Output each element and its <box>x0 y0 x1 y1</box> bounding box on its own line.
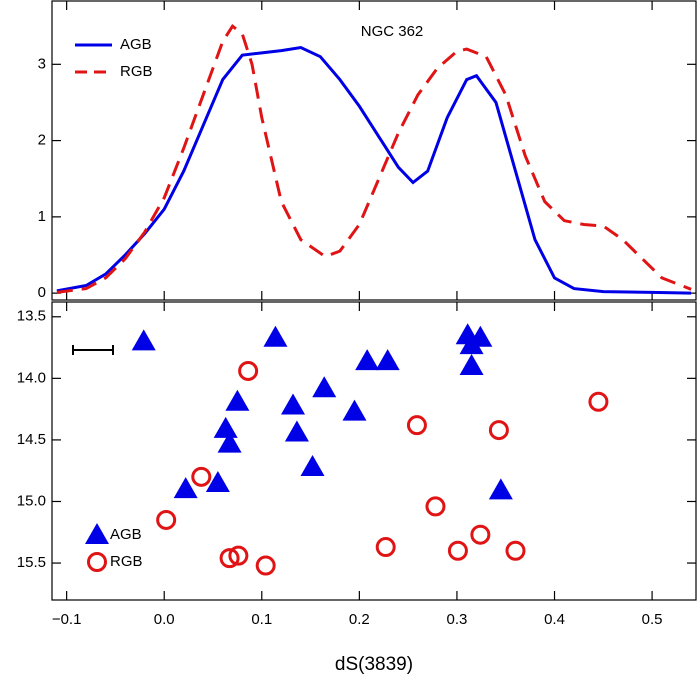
circle-marker <box>425 496 446 517</box>
circle-marker <box>156 509 177 530</box>
x-tick-label: 0.0 <box>154 611 175 628</box>
y-tick-label: 2 <box>38 132 46 149</box>
triangle-marker <box>173 477 198 499</box>
triangle-marker <box>284 420 309 442</box>
error-bar <box>72 345 114 355</box>
triangle-marker <box>312 376 337 398</box>
curve <box>56 45 692 295</box>
triangle-marker <box>217 431 242 453</box>
circle-marker <box>505 540 526 561</box>
triangle-marker <box>488 478 513 500</box>
x-axis-label: dS(3839) <box>335 654 413 675</box>
triangle-marker <box>459 333 484 355</box>
y-tick-label: 14.5 <box>17 431 46 448</box>
circle-marker <box>228 545 249 566</box>
triangle-marker <box>375 349 400 371</box>
circle-marker <box>488 420 509 441</box>
triangle-marker <box>225 389 250 411</box>
bottom-frame <box>51 301 697 601</box>
circle-marker <box>255 555 276 576</box>
x-tick-label: 0.2 <box>349 611 370 628</box>
triangle-marker <box>131 329 156 351</box>
circle-marker <box>219 548 240 569</box>
triangle-marker <box>459 354 484 376</box>
circle-marker <box>191 466 212 487</box>
y-tick-label: 13.5 <box>17 308 46 325</box>
triangle-marker <box>213 416 238 438</box>
circle-marker <box>375 537 396 558</box>
legend-label: AGB <box>110 526 142 543</box>
circle-marker <box>447 540 468 561</box>
x-tick-label: −0.1 <box>52 611 82 628</box>
top-frame <box>51 0 697 301</box>
legend-label: RGB <box>120 63 153 80</box>
y-tick-label: 1 <box>38 208 46 225</box>
triangle-marker <box>205 471 230 493</box>
triangle-marker <box>355 349 380 371</box>
x-tick-label: 0.3 <box>447 611 468 628</box>
y-tick-label: 15.0 <box>17 492 46 509</box>
y-tick-label: 0 <box>38 284 46 301</box>
legend-swatch <box>87 552 107 572</box>
panel-title: NGC 362 <box>361 23 424 40</box>
y-tick-label: 14.0 <box>17 369 46 386</box>
legend-label: AGB <box>120 36 152 53</box>
y-tick-label: 3 <box>38 55 46 72</box>
triangle-marker <box>342 399 367 421</box>
y-tick-label: 15.5 <box>17 554 46 571</box>
legend-label: RGB <box>110 553 143 570</box>
legend-swatch <box>85 523 109 544</box>
circle-marker <box>588 391 609 412</box>
x-tick-label: 0.1 <box>251 611 272 628</box>
circle-marker <box>238 360 259 381</box>
triangle-marker <box>281 393 306 415</box>
triangle-marker <box>263 325 288 347</box>
triangle-marker <box>300 455 325 477</box>
circle-marker <box>470 524 491 545</box>
x-tick-label: 0.5 <box>642 611 663 628</box>
x-tick-label: 0.4 <box>544 611 565 628</box>
curve <box>56 23 692 294</box>
circle-marker <box>406 415 427 436</box>
